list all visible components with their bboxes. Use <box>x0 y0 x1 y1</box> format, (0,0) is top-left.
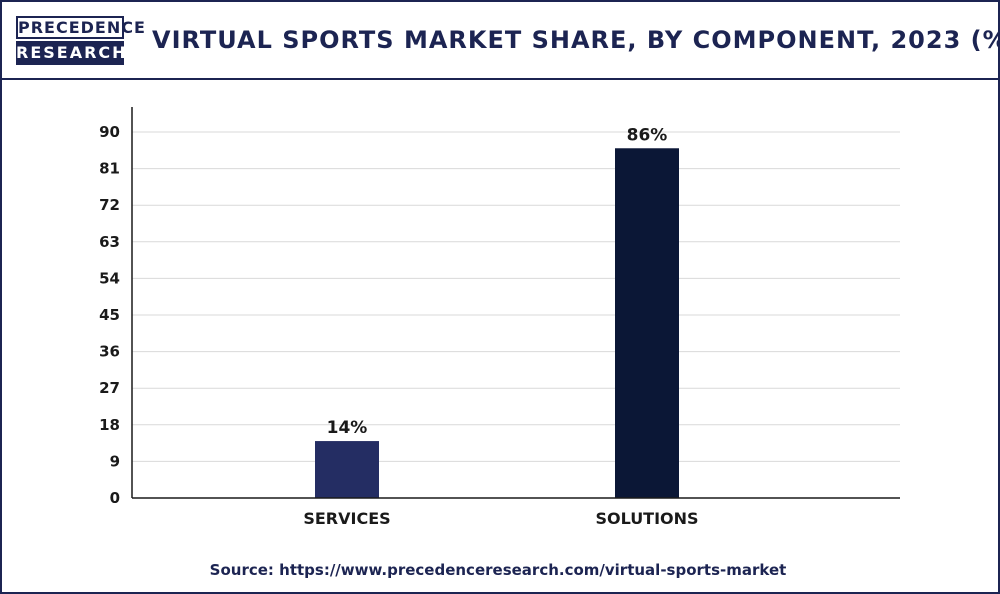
y-tick-label: 45 <box>99 306 120 324</box>
y-tick-label: 36 <box>99 343 120 361</box>
x-tick-label: SOLUTIONS <box>595 509 698 528</box>
bar-solutions <box>615 148 679 498</box>
y-tick-label: 72 <box>99 196 120 214</box>
header: PRECEDENCE RESEARCH VIRTUAL SPORTS MARKE… <box>2 2 1000 80</box>
x-axis-ticks: SERVICES SOLUTIONS <box>303 509 698 528</box>
logo-line-top: PRECEDENCE <box>16 16 146 39</box>
y-axis-ticks: 0 9 18 27 36 45 54 63 72 81 90 <box>99 123 120 507</box>
y-tick-label: 27 <box>99 379 120 397</box>
gridlines <box>132 131 900 462</box>
y-tick-label: 54 <box>99 269 120 287</box>
x-tick-label: SERVICES <box>303 509 390 528</box>
brand-logo: PRECEDENCE RESEARCH <box>16 16 146 66</box>
logo-line-bottom: RESEARCH <box>16 41 126 65</box>
data-label: 86% <box>627 125 668 145</box>
y-tick-label: 90 <box>99 123 120 141</box>
bar-services <box>315 441 379 498</box>
y-tick-label: 63 <box>99 233 120 251</box>
y-tick-label: 0 <box>110 489 120 507</box>
chart-title: VIRTUAL SPORTS MARKET SHARE, BY COMPONEN… <box>152 26 1000 54</box>
y-tick-label: 9 <box>110 452 120 470</box>
y-tick-label: 81 <box>99 160 120 178</box>
data-labels: 14% 86% <box>327 125 668 438</box>
bars <box>315 148 679 498</box>
source-note: Source: https://www.precedenceresearch.c… <box>209 561 787 579</box>
y-tick-label: 18 <box>99 416 120 434</box>
data-label: 14% <box>327 418 368 438</box>
